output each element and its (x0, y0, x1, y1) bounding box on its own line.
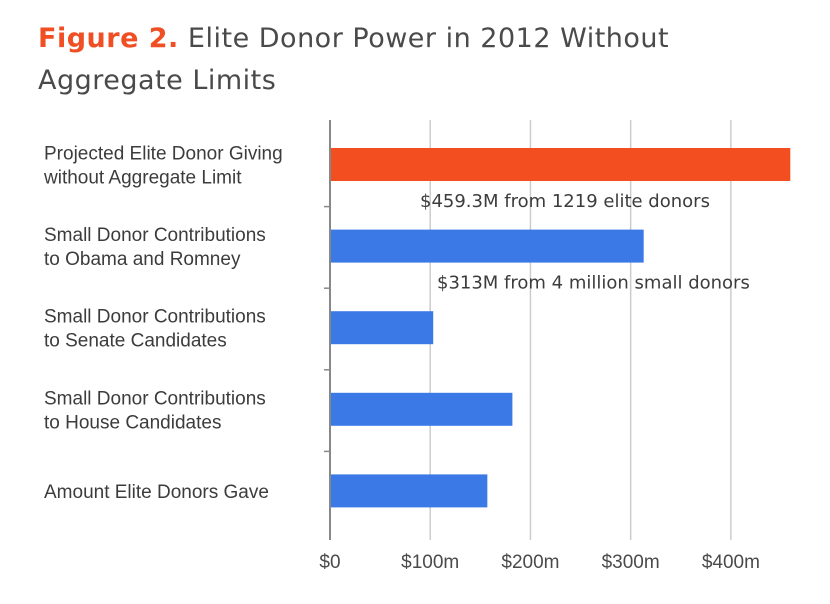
category-label-1-0: Small Donor Contributions (44, 225, 266, 246)
x-tick-label-2: $200m (501, 552, 559, 573)
bar-0 (330, 148, 791, 181)
figure-label: Figure 2. (38, 23, 179, 54)
title-text: Elite Donor Power in 2012 Without Aggreg… (38, 23, 670, 96)
category-label-1-1: to Obama and Romney (44, 249, 241, 270)
bar-3 (330, 392, 513, 426)
bar-4 (330, 474, 488, 508)
category-label-0-0: Projected Elite Donor Giving (44, 144, 283, 165)
x-tick-label-4: $400m (702, 552, 760, 573)
x-tick-label-1: $100m (401, 552, 459, 573)
annotation-0: $459.3M from 1219 elite donors (420, 191, 710, 212)
x-tick-label-3: $300m (602, 552, 660, 573)
category-label-2-1: to Senate Candidates (44, 331, 227, 352)
category-label-0-1: without Aggregate Limit (43, 168, 242, 189)
chart-title: Figure 2. Elite Donor Power in 2012 With… (38, 18, 808, 102)
category-label-4-0: Amount Elite Donors Gave (44, 482, 269, 503)
category-label-3-0: Small Donor Contributions (44, 388, 266, 409)
annotation-1: $313M from 4 million small donors (437, 273, 750, 294)
x-tick-label-0: $0 (319, 552, 340, 573)
category-label-3-1: to House Candidates (44, 412, 221, 433)
bar-1 (330, 229, 644, 263)
category-label-2-0: Small Donor Contributions (44, 307, 266, 328)
bar-2 (330, 311, 434, 345)
